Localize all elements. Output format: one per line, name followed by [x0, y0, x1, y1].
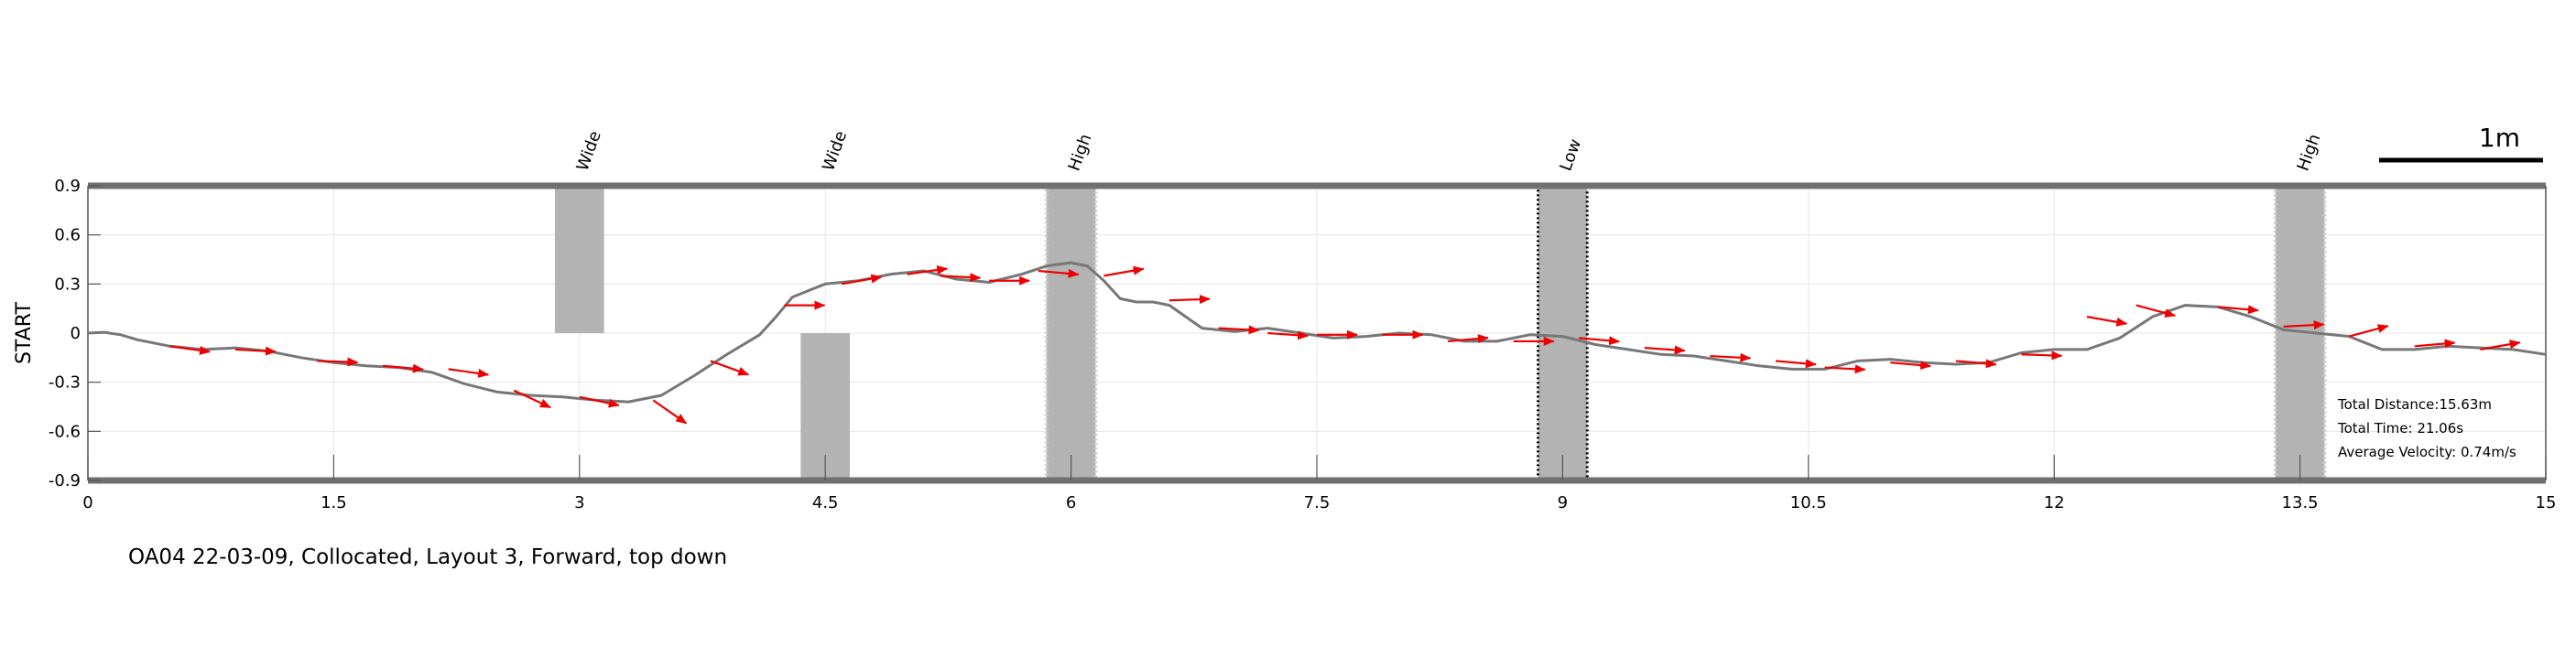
direction-arrow: [1038, 268, 1080, 278]
direction-arrow: [940, 273, 982, 283]
direction-arrow: [652, 399, 688, 425]
x-tick-label: 12: [2044, 493, 2065, 512]
direction-arrow: [382, 363, 424, 373]
x-tick-label: 9: [1558, 493, 1568, 512]
x-tick-label: 10.5: [1790, 493, 1827, 512]
obstacle-0: [554, 186, 604, 333]
axes-frame: [87, 182, 2547, 484]
direction-arrow: [710, 360, 750, 376]
direction-arrow: [579, 395, 620, 408]
direction-arrow: [1890, 361, 1932, 371]
direction-arrow: [169, 345, 212, 355]
direction-arrow: [1775, 359, 1817, 369]
grid-layer: [87, 185, 2547, 481]
direction-arrow: [317, 357, 359, 367]
direction-arrow: [907, 265, 949, 275]
direction-arrows-layer: [169, 265, 2521, 425]
direction-arrow: [2086, 316, 2128, 327]
direction-arrow: [1168, 295, 1211, 305]
trajectory-line: [87, 261, 2547, 404]
direction-arrow: [2218, 305, 2259, 315]
direction-arrow: [1710, 352, 1752, 362]
figure-caption: OA04 22-03-09, Collocated, Layout 3, For…: [128, 545, 728, 569]
scale-bar-label: 1m: [2479, 123, 2520, 153]
obstacle-label-4: High: [2294, 132, 2325, 174]
direction-arrow: [2348, 324, 2389, 338]
direction-arrow: [2480, 340, 2521, 350]
direction-arrow: [2021, 350, 2063, 361]
labels-layer: Wide Wide High Low High 0 1.5 3 4.5 6 7.5 9 10.5 12 13…: [13, 123, 2556, 512]
obstacle-label-3: Low: [1556, 136, 1585, 173]
y-tick-label: 0: [71, 324, 81, 343]
y-axis-label: START: [13, 302, 36, 364]
x-tick-label: 0: [82, 493, 92, 512]
x-tick-label: 1.5: [321, 493, 347, 512]
direction-arrow: [841, 274, 883, 286]
obstacle-label-1: Wide: [819, 128, 851, 173]
direction-arrow: [2136, 304, 2177, 318]
y-tick-label: -0.9: [49, 471, 81, 491]
y-tick-label: 0.6: [54, 226, 81, 245]
direction-arrow: [1448, 334, 1489, 344]
stats-line-0: Total Distance:15.63m: [2337, 396, 2492, 413]
x-tick-label: 15: [2536, 493, 2557, 512]
y-tick-label: 0.3: [54, 275, 81, 294]
obstacle-label-2: High: [1065, 132, 1096, 174]
y-tick-label: -0.3: [49, 373, 81, 393]
x-tick-label: 3: [574, 493, 584, 512]
obstacle-3: [1537, 184, 1589, 482]
x-tick-label: 13.5: [2282, 493, 2319, 512]
trajectory-layer: [87, 261, 2547, 404]
direction-arrow: [2414, 339, 2456, 349]
direction-arrow: [1103, 265, 1145, 277]
direction-arrow: [234, 346, 277, 356]
direction-arrow: [1267, 330, 1310, 340]
stats-line-2: Average Velocity: 0.74m/s: [2338, 444, 2516, 460]
x-tick-label: 6: [1066, 493, 1076, 512]
y-tick-label: -0.6: [49, 422, 81, 441]
direction-arrow: [1824, 364, 1866, 374]
stats-line-1: Total Time: 21.06s: [2337, 420, 2463, 437]
direction-arrow: [1644, 345, 1686, 355]
direction-arrow: [448, 368, 490, 378]
direction-arrow: [1218, 325, 1260, 335]
obstacle-label-0: Wide: [573, 128, 605, 173]
direction-arrow: [2283, 320, 2325, 330]
obstacle-2: [1044, 184, 1098, 482]
x-tick-label: 7.5: [1304, 493, 1331, 512]
direction-arrow: [1955, 359, 1997, 369]
y-tick-label: 0.9: [54, 177, 81, 196]
direction-arrow: [513, 389, 552, 409]
x-tick-label: 4.5: [812, 493, 839, 512]
direction-arrow: [1579, 336, 1621, 346]
